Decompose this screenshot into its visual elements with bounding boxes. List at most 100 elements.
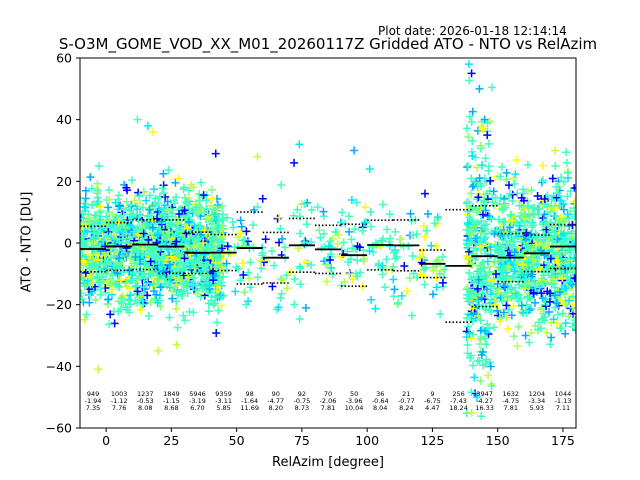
scatter-point [347, 195, 356, 204]
scatter-point [295, 315, 304, 324]
bin-mean-label: -4.27 [476, 397, 493, 405]
scatter-point [564, 312, 573, 321]
scatter-point [182, 279, 191, 288]
scatter-point [290, 275, 299, 284]
scatter-point [511, 283, 520, 292]
scatter-point [159, 169, 168, 178]
scatter-point [104, 295, 113, 304]
scatter-point [171, 274, 180, 283]
bin-n-label: 5946 [189, 390, 206, 398]
scatter-point [157, 217, 166, 226]
scatter-point [114, 191, 123, 200]
scatter-point [237, 222, 246, 231]
scatter-point [352, 198, 361, 207]
scatter-point [290, 300, 299, 309]
scatter-point [164, 278, 173, 287]
scatter-point [165, 313, 174, 322]
scatter-point [146, 298, 155, 307]
scatter-point [378, 261, 387, 270]
scatter-point [545, 204, 554, 213]
scatter-point [219, 272, 228, 281]
x-axis-label: RelAzim [degree] [272, 455, 384, 470]
scatter-point [438, 278, 447, 287]
scatter-point [277, 180, 286, 189]
scatter-point [80, 315, 89, 324]
scatter-point [515, 221, 524, 230]
scatter-point [358, 226, 367, 235]
scatter-point [473, 284, 482, 293]
scatter-point [478, 210, 487, 219]
scatter-point [130, 196, 139, 205]
scatter-point [563, 228, 572, 237]
scatter-point [80, 233, 85, 242]
scatter-point [463, 219, 472, 228]
scatter-point [366, 222, 375, 231]
scatter-point [326, 250, 335, 259]
scatter-point [122, 197, 131, 206]
scatter-point [133, 298, 142, 307]
scatter-point [209, 276, 218, 285]
scatter-point [389, 263, 398, 272]
outlier-point [154, 346, 163, 355]
scatter-point [184, 217, 193, 226]
scatter-point [553, 310, 562, 319]
scatter-point [561, 329, 570, 338]
scatter-point [544, 262, 553, 271]
scatter-point [517, 301, 526, 310]
scatter-point [481, 233, 490, 242]
scatter-point [532, 248, 541, 257]
scatter-point [468, 260, 477, 269]
scatter-point [498, 205, 507, 214]
scatter-point [194, 197, 203, 206]
scatter-point [505, 240, 514, 249]
scatter-point [539, 309, 548, 318]
scatter-point [336, 252, 345, 261]
scatter-point [558, 273, 567, 282]
scatter-point [172, 281, 181, 290]
scatter-point [256, 257, 265, 266]
scatter-point [540, 195, 549, 204]
scatter-point [420, 189, 429, 198]
scatter-point [482, 273, 491, 282]
scatter-point [571, 319, 576, 328]
scatter-point [102, 212, 111, 221]
bin-std-label: 8.73 [295, 404, 309, 412]
scatter-point [477, 293, 486, 302]
bin-std-label: 7.81 [321, 404, 335, 412]
scatter-point [493, 226, 502, 235]
scatter-point [295, 262, 304, 271]
scatter-point [552, 182, 561, 191]
scatter-point [350, 225, 359, 234]
scatter-point [471, 389, 480, 398]
scatter-point [80, 250, 87, 259]
scatter-point [538, 176, 547, 185]
scatter-point [270, 261, 279, 270]
scatter-point [474, 193, 483, 202]
scatter-point [296, 264, 305, 273]
scatter-point [222, 265, 231, 274]
scatter-point [212, 286, 221, 295]
scatter-point [276, 294, 285, 303]
outlier-point [149, 128, 158, 136]
scatter-point [390, 285, 399, 294]
scatter-point [467, 388, 476, 397]
scatter-point [517, 209, 526, 218]
scatter-point [104, 203, 113, 212]
x-tick-label: 175 [551, 433, 575, 448]
scatter-point [487, 382, 496, 391]
scatter-point [207, 235, 216, 244]
scatter-point [561, 254, 570, 263]
scatter-point [173, 323, 182, 332]
scatter-point [565, 296, 574, 305]
scatter-point [498, 297, 507, 306]
scatter-point [360, 218, 369, 227]
scatter-point [522, 242, 531, 251]
outlier-point [290, 158, 299, 167]
scatter-point [129, 227, 138, 236]
scatter-point [518, 260, 527, 269]
scatter-point [462, 124, 471, 133]
scatter-point [525, 338, 534, 347]
scatter-point [528, 204, 537, 213]
scatter-point [468, 152, 477, 161]
scatter-point [110, 223, 119, 232]
